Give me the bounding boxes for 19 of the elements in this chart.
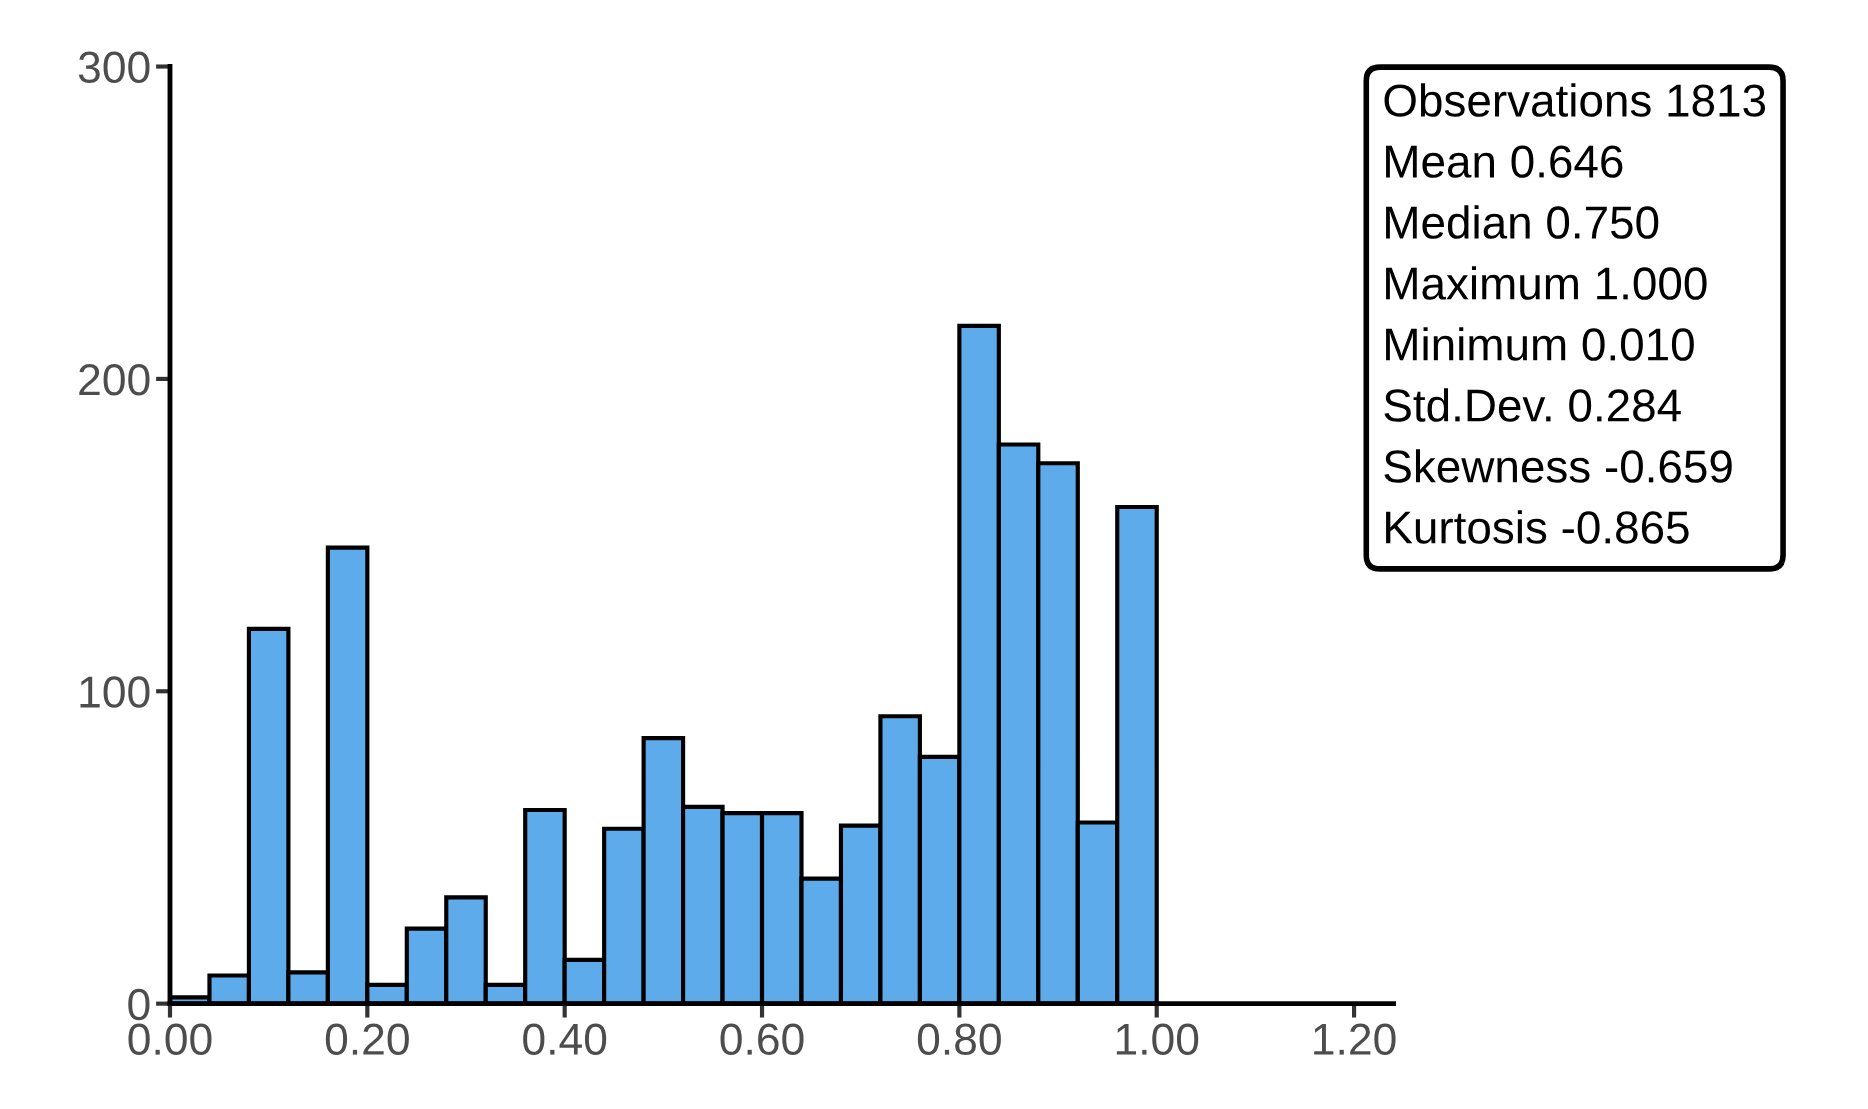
- y-tick-label: 0: [128, 988, 150, 1021]
- annotation: Kurtosis -0.865: [1386, 510, 1689, 544]
- annotation: Maximum 1.000: [1386, 266, 1707, 300]
- x-tick-label: 0.80: [917, 1023, 1001, 1056]
- y-tick-label: 200: [79, 363, 150, 396]
- annotation: Minimum 0.010: [1386, 327, 1694, 361]
- x-tick-label: 0.20: [325, 1023, 409, 1056]
- annotation: Mean 0.646: [1386, 145, 1623, 178]
- x-tick-label: 0.40: [523, 1023, 607, 1056]
- y-tick-label: 300: [78, 51, 150, 84]
- x-tick-label: 0.00: [128, 1023, 212, 1056]
- x-tick-label: 1.00: [1116, 1023, 1199, 1056]
- annotation: Median 0.750: [1386, 205, 1659, 239]
- annotation: Observations 1813: [1384, 83, 1766, 117]
- x-tick-label: 1.20: [1314, 1023, 1396, 1056]
- y-tick-label: 100: [80, 676, 150, 708]
- annotation: Skewness -0.659: [1384, 449, 1732, 483]
- annotation: Std.Dev. 0.284: [1384, 388, 1681, 422]
- x-tick-label: 0.60: [720, 1023, 804, 1056]
